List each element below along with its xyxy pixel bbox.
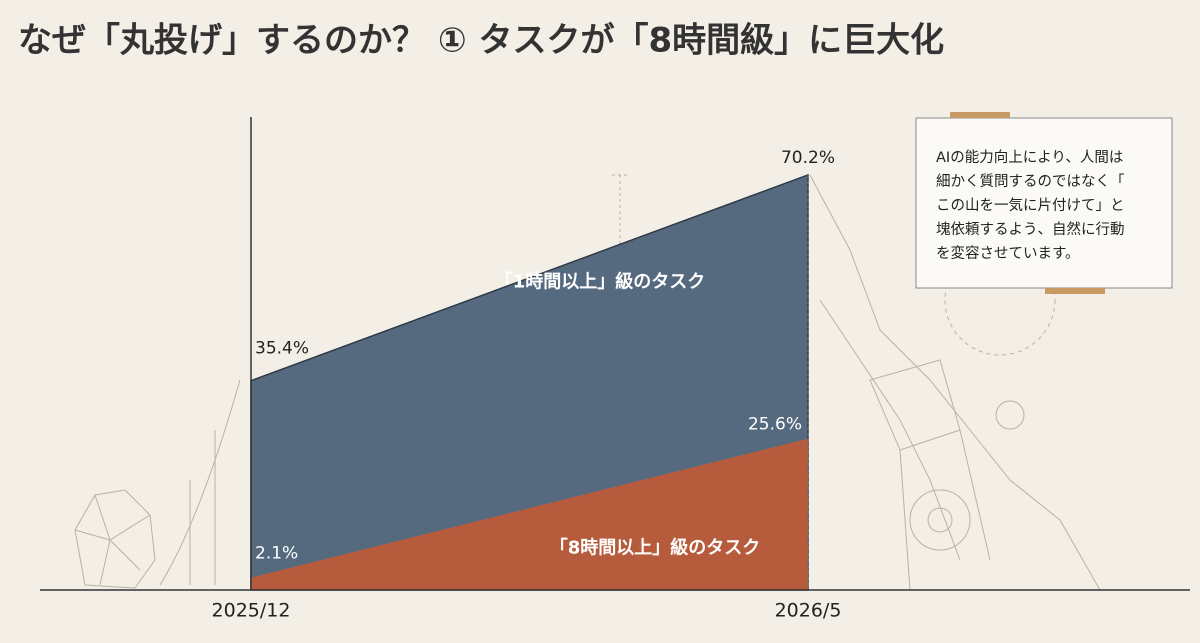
series-label: 「1時間以上」級のタスク [495,271,706,293]
annotation-line: を変容させています。 [936,245,1080,262]
annotation-line: この山を一気に片付けて」と [936,197,1125,214]
annotation-line: 細かく質問するのではなく「 [936,172,1125,190]
annotation-accent [1045,288,1105,294]
annotation-text: AIの能力向上により、人間は細かく質問するのではなく「この山を一気に片付けて」と… [936,149,1125,262]
annotation-box [915,112,1173,294]
value-label: 25.6% [748,415,802,435]
value-label: 2.1% [255,544,298,564]
annotation-frame [915,117,1173,289]
annotation-line: AIの能力向上により、人間は [936,149,1123,166]
decoration [74,174,1101,591]
annotation-accent [950,112,1010,118]
series-label: 「8時間以上」級のタスク [550,537,761,559]
area [251,438,808,590]
annotation-line: 塊依頼するよう、自然に行動 [936,221,1125,238]
chart-title: なぜ「丸投げ」するのか？ ① タスクが「8時間級」に巨大化 [18,21,944,61]
value-label: 35.4% [255,339,309,359]
x-tick-label: 2025/12 [212,600,291,622]
value-label: 70.2% [781,148,835,168]
x-tick-label: 2026/5 [775,600,842,622]
